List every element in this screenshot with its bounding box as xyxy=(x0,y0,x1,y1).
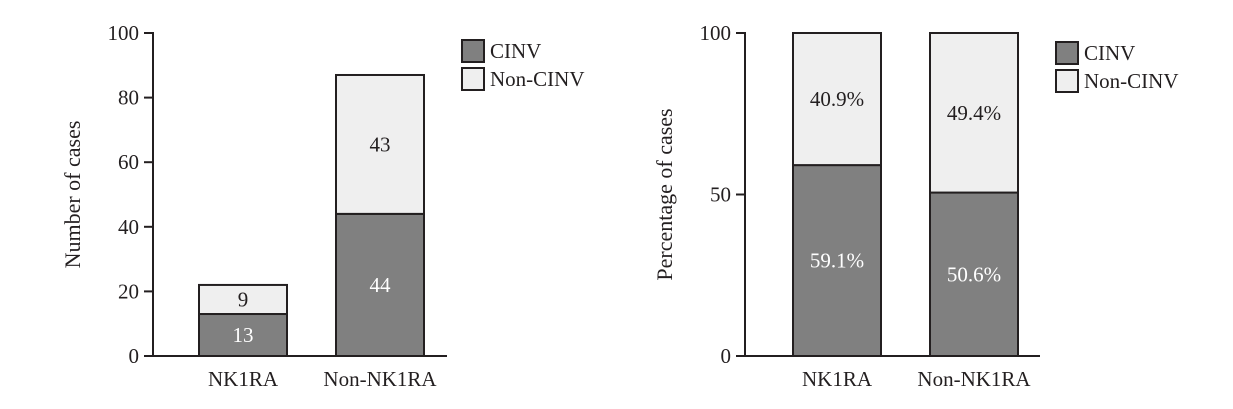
y-tick-label: 50 xyxy=(710,183,731,207)
x-tick-label: NK1RA xyxy=(208,367,279,391)
x-tick-label: Non-NK1RA xyxy=(917,367,1031,391)
y-tick-label: 100 xyxy=(108,21,140,45)
bar-non-cinv-non-nk1ra xyxy=(929,32,1019,194)
bar-cinv-non-nk1ra xyxy=(929,191,1019,357)
y-tick-label: 100 xyxy=(700,21,732,45)
y-tick-label: 80 xyxy=(118,86,139,110)
data-label: 59.1% xyxy=(810,249,864,273)
legend-label: CINV xyxy=(490,39,541,63)
legend-swatch-cinv xyxy=(1055,41,1079,65)
data-label: 40.9% xyxy=(810,87,864,111)
bar-non-cinv-nk1ra xyxy=(198,283,288,316)
bar-non-cinv-nk1ra xyxy=(792,32,882,167)
legend-swatch-non-cinv xyxy=(461,67,485,91)
legend-swatch-non-cinv xyxy=(1055,69,1079,93)
data-label: 9 xyxy=(238,287,249,311)
x-tick-label: NK1RA xyxy=(802,367,873,391)
y-tick-label: 0 xyxy=(129,344,140,368)
y-axis-label: Percentage of cases xyxy=(652,108,677,280)
data-label: 44 xyxy=(370,273,392,297)
y-axis-label: Number of cases xyxy=(60,121,85,269)
chart-percentage-of-cases: 59.1% 40.9% NK1RA 50.6% 49.4% Non-NK1RA 0 50 100… xyxy=(652,21,1179,391)
y-tick-label: 20 xyxy=(118,279,139,303)
bar-cinv-nk1ra xyxy=(792,164,882,357)
chart-number-of-cases: 13 9 NK1RA 44 43 Non-NK1RA 0 20 40 60 80 100 Number … xyxy=(60,21,585,391)
bar-non-cinv-non-nk1ra xyxy=(335,73,425,215)
legend-label: CINV xyxy=(1084,41,1135,65)
legend-label: Non-CINV xyxy=(490,67,585,91)
legend-label: Non-CINV xyxy=(1084,69,1179,93)
data-label: 13 xyxy=(233,323,254,347)
x-tick-label: Non-NK1RA xyxy=(323,367,437,391)
data-label: 43 xyxy=(370,132,391,156)
bar-cinv-nk1ra xyxy=(198,313,288,358)
y-tick-label: 60 xyxy=(118,150,139,174)
y-tick-label: 0 xyxy=(721,344,732,368)
data-label: 49.4% xyxy=(947,101,1001,125)
data-label: 50.6% xyxy=(947,262,1001,286)
y-tick-label: 40 xyxy=(118,215,139,239)
legend-swatch-cinv xyxy=(461,39,485,63)
